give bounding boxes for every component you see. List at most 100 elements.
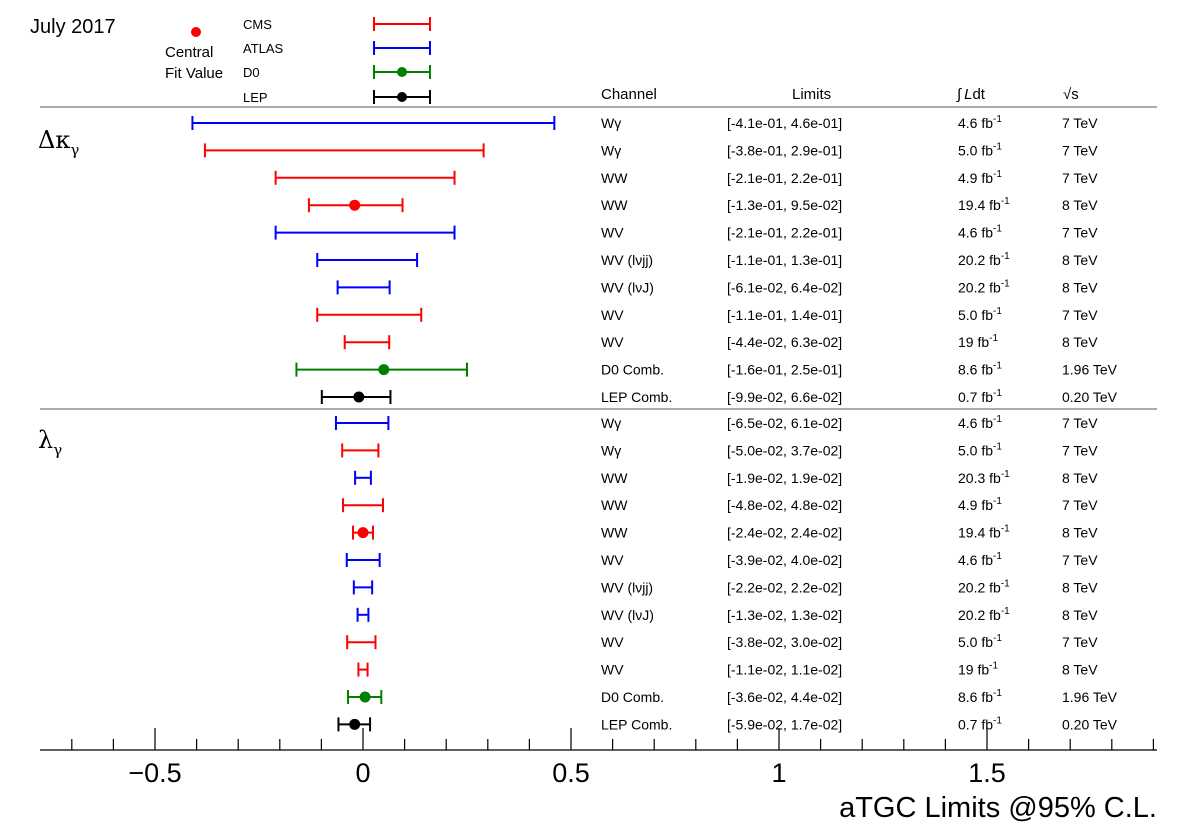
luminosity-value: 4.6 fb	[958, 552, 993, 568]
central-value-marker	[349, 199, 361, 211]
x-tick-label: −0.5	[128, 758, 181, 788]
luminosity-value: 8.6 fb	[958, 689, 993, 705]
legend-label: LEP	[243, 90, 268, 105]
luminosity-exponent: -1	[993, 715, 1002, 726]
channel-cell: WV	[601, 334, 624, 350]
channel-cell: WW	[601, 470, 628, 486]
luminosity-value: 20.2 fb	[958, 607, 1001, 623]
central-fit-legend-marker	[191, 27, 201, 37]
channel-cell: D0 Comb.	[601, 362, 664, 378]
limit-row: WW [-2.4e-02, 2.4e-02] 19.4 fb-1 8 TeV	[352, 524, 1098, 541]
luminosity-exponent: -1	[993, 306, 1002, 317]
luminosity-cell: 19 fb-1	[958, 333, 998, 350]
channel-cell: WW	[601, 497, 628, 513]
legend-item-lep: LEP	[243, 90, 431, 105]
luminosity-exponent: -1	[993, 361, 1002, 372]
sqrt-s-cell: 1.96 TeV	[1062, 362, 1118, 378]
section-label-lambda: λγ	[38, 426, 62, 459]
luminosity-value: 0.7 fb	[958, 389, 993, 405]
limit-row: WV [-1.1e-02, 1.1e-02] 19 fb-1 8 TeV	[357, 661, 1098, 678]
luminosity-value: 4.6 fb	[958, 115, 993, 131]
luminosity-cell: 4.6 fb-1	[958, 224, 1002, 241]
limit-row: WV (lνjj) [-1.1e-01, 1.3e-01] 20.2 fb-1 8 T…	[316, 251, 1098, 268]
channel-cell: Wγ	[601, 115, 621, 131]
sqrt-s-cell: 7 TeV	[1062, 115, 1098, 131]
limits-cell: [-2.1e-01, 2.2e-01]	[727, 170, 842, 186]
luminosity-exponent: -1	[1001, 524, 1010, 535]
limit-row: Wγ [-5.0e-02, 3.7e-02] 5.0 fb-1 7 TeV	[341, 441, 1098, 458]
luminosity-cell: 5.0 fb-1	[958, 306, 1002, 323]
sqrt-s-cell: 7 TeV	[1062, 170, 1098, 186]
luminosity-exponent: -1	[989, 333, 998, 344]
luminosity-exponent: -1	[989, 661, 998, 672]
luminosity-cell: 4.6 fb-1	[958, 551, 1002, 568]
luminosity-exponent: -1	[1001, 196, 1010, 207]
central-value-marker	[353, 391, 365, 403]
x-tick-label: 1.5	[968, 758, 1006, 788]
central-value-marker	[359, 691, 371, 703]
limits-cell: [-1.3e-02, 1.3e-02]	[727, 607, 842, 623]
sqrt-s-cell: 0.20 TeV	[1062, 389, 1118, 405]
luminosity-cell: 8.6 fb-1	[958, 361, 1002, 378]
limit-row: Wγ [-3.8e-01, 2.9e-01] 5.0 fb-1 7 TeV	[203, 141, 1098, 158]
limit-row: WV (lνJ) [-6.1e-02, 6.4e-02] 20.2 fb-1 8 Te…	[336, 278, 1098, 295]
limits-cell: [-2.1e-01, 2.2e-01]	[727, 225, 842, 241]
sqrt-s-cell: 8 TeV	[1062, 662, 1098, 678]
luminosity-value: 4.9 fb	[958, 497, 993, 513]
luminosity-exponent: -1	[993, 224, 1002, 235]
limit-row: D0 Comb. [-3.6e-02, 4.4e-02] 8.6 fb-1 1.96 …	[347, 688, 1118, 705]
central-fit-label-line1: Central	[165, 44, 213, 61]
column-header-channel: Channel	[601, 86, 657, 103]
limit-row: LEP Comb. [-9.9e-02, 6.6e-02] 0.7 fb-1 0.20…	[320, 388, 1118, 405]
luminosity-value: 19.4 fb	[958, 525, 1001, 541]
channel-cell: WV	[601, 662, 624, 678]
x-tick-label: 0	[355, 758, 370, 788]
legend-item-cms: CMS	[243, 17, 431, 32]
sqrt-s-cell: 7 TeV	[1062, 415, 1098, 431]
luminosity-value: 5.0 fb	[958, 307, 993, 323]
legend-label: ATLAS	[243, 41, 284, 56]
luminosity-exponent: -1	[1001, 251, 1010, 262]
luminosity-value: 4.9 fb	[958, 170, 993, 186]
limits-cell: [-4.1e-01, 4.6e-01]	[727, 115, 842, 131]
central-value-marker	[349, 718, 361, 730]
sqrt-s-cell: 7 TeV	[1062, 552, 1098, 568]
limit-row: WW [-4.8e-02, 4.8e-02] 4.9 fb-1 7 TeV	[342, 496, 1098, 513]
legend-central-marker	[397, 67, 407, 77]
luminosity-cell: 20.2 fb-1	[958, 251, 1010, 268]
limits-cell: [-2.2e-02, 2.2e-02]	[727, 579, 842, 595]
luminosity-value: 5.0 fb	[958, 142, 993, 158]
luminosity-cell: 5.0 fb-1	[958, 441, 1002, 458]
legend-label: CMS	[243, 17, 272, 32]
channel-cell: WV (lνJ)	[601, 279, 654, 295]
luminosity-value: 4.6 fb	[958, 225, 993, 241]
limit-row: D0 Comb. [-1.6e-01, 2.5e-01] 8.6 fb-1 1.96 …	[295, 361, 1118, 378]
limits-cell: [-5.0e-02, 3.7e-02]	[727, 442, 842, 458]
luminosity-cell: 0.7 fb-1	[958, 715, 1002, 732]
luminosity-cell: 19.4 fb-1	[958, 196, 1010, 213]
luminosity-exponent: -1	[993, 496, 1002, 507]
luminosity-cell: 4.9 fb-1	[958, 496, 1002, 513]
sqrt-s-cell: 8 TeV	[1062, 334, 1098, 350]
luminosity-exponent: -1	[993, 169, 1002, 180]
luminosity-value: 19.4 fb	[958, 197, 1001, 213]
limits-cell: [-3.9e-02, 4.0e-02]	[727, 552, 842, 568]
channel-cell: WW	[601, 170, 628, 186]
limits-cell: [-3.6e-02, 4.4e-02]	[727, 689, 842, 705]
limits-cell: [-4.4e-02, 6.3e-02]	[727, 334, 842, 350]
luminosity-value: 20.3 fb	[958, 470, 1001, 486]
luminosity-exponent: -1	[993, 114, 1002, 125]
limits-cell: [-1.6e-01, 2.5e-01]	[727, 362, 842, 378]
date-label: July 2017	[30, 16, 116, 38]
channel-cell: WV	[601, 307, 624, 323]
x-tick-label: 1	[771, 758, 786, 788]
luminosity-cell: 4.6 fb-1	[958, 114, 1002, 131]
sqrt-s-cell: 8 TeV	[1062, 252, 1098, 268]
luminosity-value: 19 fb	[958, 334, 989, 350]
luminosity-cell: 20.2 fb-1	[958, 278, 1010, 295]
channel-cell: WV (lνJ)	[601, 607, 654, 623]
legend-central-marker	[397, 92, 407, 102]
sqrt-s-cell: 7 TeV	[1062, 307, 1098, 323]
luminosity-cell: 20.2 fb-1	[958, 578, 1010, 595]
